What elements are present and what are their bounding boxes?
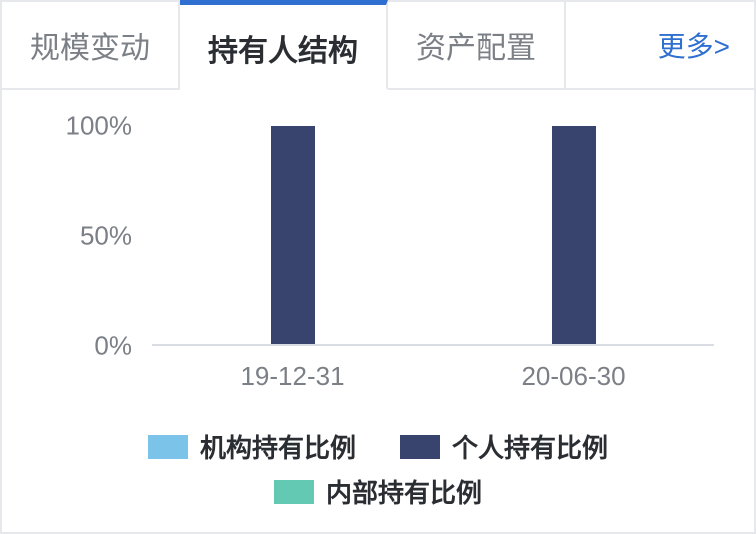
bars-container: 19-12-3120-06-30 bbox=[152, 126, 714, 344]
tab-scale-change[interactable]: 规模变动 bbox=[2, 2, 180, 90]
legend-swatch bbox=[148, 435, 188, 459]
card: 规模变动 持有人结构 资产配置 更多> 0%50%100% 19-12-3120… bbox=[0, 0, 756, 534]
legend: 机构持有比例 个人持有比例内部持有比例 bbox=[68, 418, 688, 532]
y-tick: 0% bbox=[94, 331, 132, 362]
bar-segment-individual bbox=[552, 126, 596, 344]
plot-inner: 19-12-3120-06-30 bbox=[152, 126, 714, 346]
legend-label: 个人持有比例 bbox=[452, 428, 608, 465]
y-tick: 50% bbox=[80, 221, 132, 252]
legend-label: 机构持有比例 bbox=[200, 428, 356, 465]
legend-item-individual: 个人持有比例 bbox=[400, 428, 608, 465]
y-tick: 100% bbox=[66, 111, 133, 142]
legend-item-institution: 机构持有比例 bbox=[148, 428, 356, 465]
legend-label: 内部持有比例 bbox=[326, 473, 482, 510]
plot: 19-12-3120-06-30 bbox=[152, 114, 714, 408]
y-axis: 0% 50% 100% bbox=[2, 114, 152, 408]
x-tick: 20-06-30 bbox=[521, 361, 625, 392]
bar-segment-individual bbox=[271, 126, 315, 344]
x-tick: 19-12-31 bbox=[240, 361, 344, 392]
tabs-spacer bbox=[566, 2, 634, 90]
tabs: 规模变动 持有人结构 资产配置 更多> bbox=[2, 2, 754, 90]
tab-asset-allocation[interactable]: 资产配置 bbox=[388, 2, 566, 90]
legend-item-internal: 内部持有比例 bbox=[274, 473, 482, 510]
more-link[interactable]: 更多> bbox=[634, 2, 754, 90]
legend-swatch bbox=[400, 435, 440, 459]
tab-holder-structure[interactable]: 持有人结构 bbox=[180, 0, 388, 90]
chart-area: 0%50%100% 19-12-3120-06-30 bbox=[2, 90, 754, 418]
bar-group: 20-06-30 bbox=[433, 126, 714, 344]
bar-stack bbox=[552, 126, 596, 344]
legend-swatch bbox=[274, 480, 314, 504]
bar-group: 19-12-31 bbox=[152, 126, 433, 344]
bar-stack bbox=[271, 126, 315, 344]
